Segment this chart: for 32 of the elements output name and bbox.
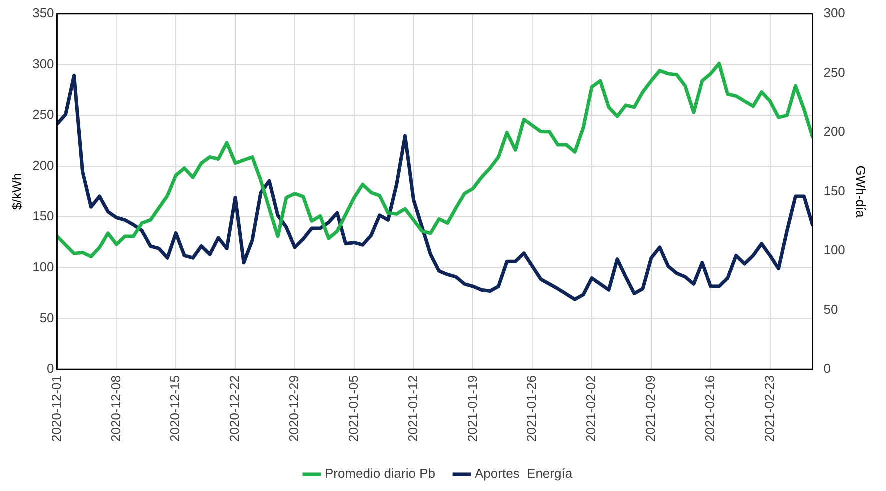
- y-tick-label: 50: [40, 310, 54, 326]
- x-tick-label: 2021-02-16: [702, 376, 718, 442]
- y-tick-label: 250: [32, 107, 54, 122]
- x-tick-label: 2021-01-19: [464, 376, 480, 442]
- x-tick-label: 2020-12-15: [168, 376, 183, 442]
- x-tick-label: 2021-02-02: [584, 376, 599, 442]
- x-tick-label: 2021-02-09: [643, 376, 658, 442]
- y2-tick-label: 200: [824, 124, 846, 140]
- x-tick-label: 2021-02-23: [762, 376, 777, 442]
- y-tick-label: 350: [32, 6, 54, 21]
- y2-axis-title: GWh-día: [854, 166, 869, 219]
- y-tick-label: 200: [32, 158, 54, 173]
- x-tick-label: 2020-12-01: [48, 376, 64, 442]
- y2-tick-label: 0: [824, 361, 831, 376]
- y2-tick-label: 150: [824, 183, 846, 198]
- legend-label: Aportes Energía: [475, 466, 574, 482]
- x-tick-label: 2020-12-08: [108, 376, 124, 442]
- y-axis-title: $/kWh: [9, 173, 24, 210]
- legend-label: Promedio diario Pb: [324, 466, 436, 482]
- x-tick-label: 2020-12-29: [286, 376, 302, 442]
- y-tick-label: 150: [32, 208, 54, 224]
- y2-tick-label: 100: [824, 242, 846, 258]
- y2-tick-label: 50: [824, 302, 838, 317]
- y-tick-label: 0: [47, 361, 54, 376]
- y2-tick-label: 300: [824, 6, 846, 21]
- x-tick-label: 2021-01-12: [405, 376, 420, 442]
- x-tick-label: 2021-01-26: [524, 376, 540, 442]
- x-tick-label: 2020-12-22: [227, 376, 242, 442]
- y2-tick-label: 250: [824, 64, 846, 80]
- x-tick-label: 2021-01-05: [346, 376, 361, 442]
- y-tick-label: 100: [32, 260, 54, 275]
- y-tick-label: 300: [32, 56, 54, 72]
